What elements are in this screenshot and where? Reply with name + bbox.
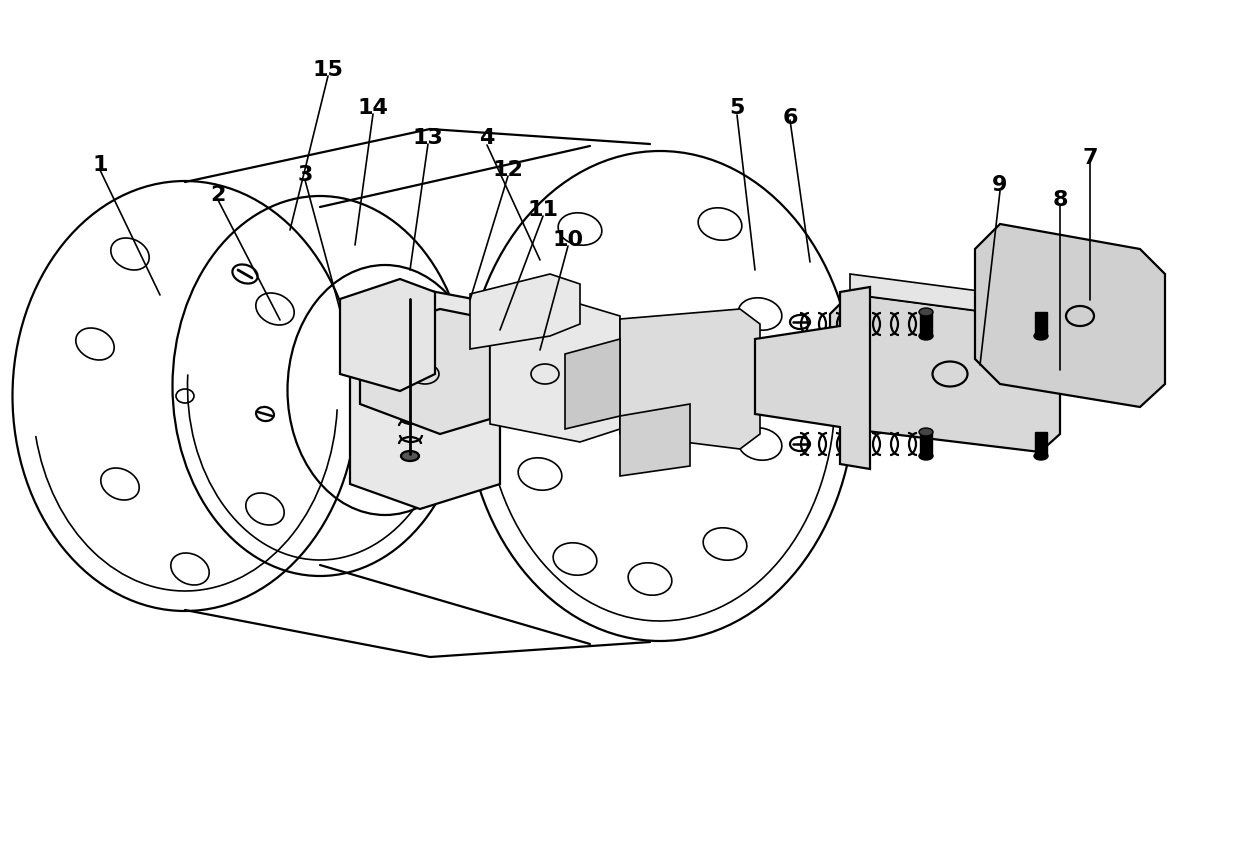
Polygon shape bbox=[340, 279, 435, 391]
Ellipse shape bbox=[919, 428, 932, 436]
Ellipse shape bbox=[401, 451, 419, 461]
Polygon shape bbox=[755, 287, 870, 469]
Ellipse shape bbox=[1034, 332, 1048, 340]
Text: 6: 6 bbox=[782, 108, 797, 128]
Polygon shape bbox=[565, 339, 620, 429]
Polygon shape bbox=[350, 289, 500, 509]
Ellipse shape bbox=[919, 452, 932, 460]
Text: 9: 9 bbox=[992, 175, 1008, 195]
Text: 1: 1 bbox=[92, 155, 108, 175]
Polygon shape bbox=[1035, 432, 1047, 456]
Polygon shape bbox=[975, 224, 1166, 407]
Polygon shape bbox=[849, 274, 1040, 319]
Text: 14: 14 bbox=[357, 98, 388, 118]
Ellipse shape bbox=[1034, 452, 1048, 460]
Text: 8: 8 bbox=[1053, 190, 1068, 210]
Polygon shape bbox=[470, 274, 580, 349]
Ellipse shape bbox=[919, 332, 932, 340]
Text: 10: 10 bbox=[553, 230, 584, 250]
Polygon shape bbox=[1035, 312, 1047, 336]
Text: 3: 3 bbox=[298, 165, 312, 185]
Polygon shape bbox=[920, 312, 932, 336]
Text: 7: 7 bbox=[1083, 148, 1097, 168]
Text: 2: 2 bbox=[211, 185, 226, 205]
Polygon shape bbox=[620, 404, 689, 476]
Text: 5: 5 bbox=[729, 98, 745, 118]
Polygon shape bbox=[490, 304, 620, 442]
Polygon shape bbox=[920, 432, 932, 456]
Polygon shape bbox=[830, 294, 1060, 452]
Ellipse shape bbox=[401, 291, 419, 301]
Text: 15: 15 bbox=[312, 60, 343, 80]
Polygon shape bbox=[620, 309, 760, 449]
Text: 11: 11 bbox=[527, 200, 558, 220]
Polygon shape bbox=[1040, 299, 1060, 339]
Text: 12: 12 bbox=[492, 160, 523, 180]
Text: 13: 13 bbox=[413, 128, 444, 148]
Ellipse shape bbox=[919, 308, 932, 316]
Text: 4: 4 bbox=[480, 128, 495, 148]
Polygon shape bbox=[360, 309, 490, 434]
